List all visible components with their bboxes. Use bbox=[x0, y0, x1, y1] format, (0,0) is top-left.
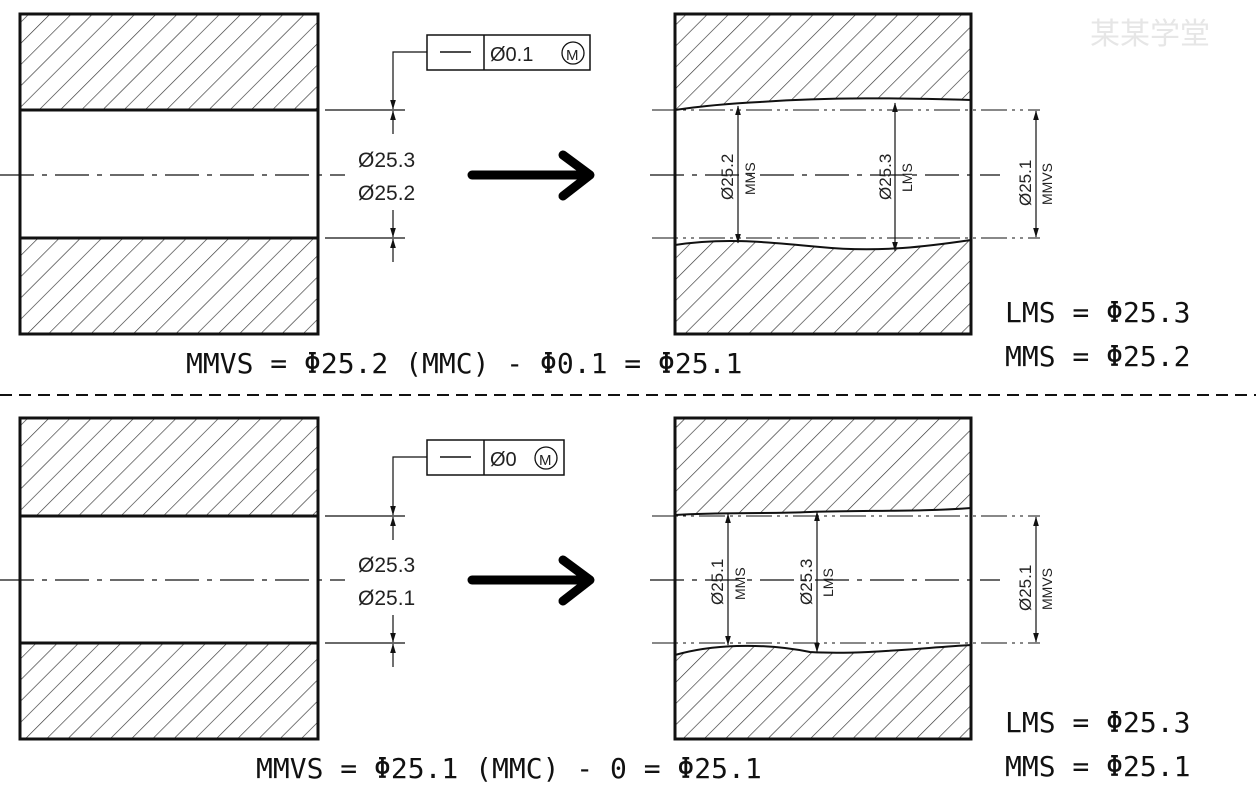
dimension-lower: Ø25.2 bbox=[358, 182, 415, 205]
original-part bbox=[18, 12, 320, 336]
arrow-right-icon bbox=[467, 150, 595, 201]
mmvs-label: MMVS bbox=[1039, 163, 1055, 205]
lms-dimension: Ø25.3 bbox=[876, 154, 895, 200]
fcf-modifier: M bbox=[566, 47, 579, 64]
lms-label: LMS bbox=[899, 163, 915, 192]
mmvs-label: MMVS bbox=[1039, 568, 1055, 610]
original-part bbox=[18, 416, 320, 741]
fcf-tolerance: Ø0 bbox=[490, 449, 517, 471]
lms-equation: LMS = Φ25.3 bbox=[1005, 296, 1190, 329]
dimension-upper: Ø25.3 bbox=[358, 554, 415, 577]
watermark-text: 某某学堂 bbox=[1090, 17, 1210, 52]
mms-dimension: Ø25.2 bbox=[718, 154, 737, 200]
fcf-modifier: M bbox=[539, 452, 552, 469]
mmvs-dimension: Ø25.1 bbox=[1016, 160, 1035, 206]
mmc-modifier-icon bbox=[534, 446, 558, 470]
panel-1: Ø25.3 Ø25.2 Ø0.1 M Ø25.2 bbox=[0, 12, 1190, 380]
actual-part bbox=[673, 12, 973, 336]
feature-control-frame: Ø0.1 M bbox=[426, 34, 591, 71]
mms-equation: MMS = Φ25.1 bbox=[1005, 750, 1190, 783]
arrow-right-icon bbox=[467, 555, 595, 606]
lms-equation: LMS = Φ25.3 bbox=[1005, 706, 1190, 739]
dimension-lower: Ø25.1 bbox=[358, 587, 415, 610]
formula-text: MMVS = Φ25.1 (MMC) - 0 = Φ25.1 bbox=[256, 752, 762, 785]
feature-control-frame: Ø0 M bbox=[426, 439, 565, 476]
fcf-tolerance: Ø0.1 bbox=[490, 44, 533, 66]
mms-label: MMS bbox=[732, 567, 748, 600]
panel-2: Ø25.3 Ø25.1 Ø0 M Ø25.1 MMS Ø25.3 bbox=[0, 416, 1190, 785]
mms-dimension: Ø25.1 bbox=[708, 559, 727, 605]
mmc-modifier-icon bbox=[561, 41, 585, 65]
mms-label: MMS bbox=[742, 162, 758, 195]
dimension-upper: Ø25.3 bbox=[358, 149, 415, 172]
lms-dimension: Ø25.3 bbox=[797, 559, 816, 605]
mms-equation: MMS = Φ25.2 bbox=[1005, 340, 1190, 373]
mmvs-dimension: Ø25.1 bbox=[1016, 565, 1035, 611]
lms-label: LMS bbox=[820, 568, 836, 597]
formula-text: MMVS = Φ25.2 (MMC) - Φ0.1 = Φ25.1 bbox=[186, 347, 742, 380]
actual-part bbox=[673, 416, 973, 741]
